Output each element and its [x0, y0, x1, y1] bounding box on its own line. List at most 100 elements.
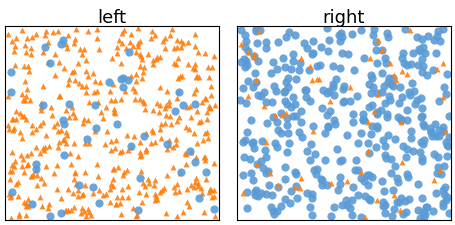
Point [160, 186, 167, 190]
Point [384, 36, 391, 40]
Point [148, 30, 156, 33]
Point [17, 130, 24, 134]
Point [20, 171, 27, 174]
Point [71, 38, 79, 41]
Point [71, 205, 78, 209]
Point [136, 176, 143, 180]
Point [178, 42, 186, 46]
Point [438, 29, 445, 32]
Point [42, 164, 50, 168]
Point [250, 53, 257, 57]
Point [341, 199, 349, 202]
Point [438, 96, 445, 100]
Point [339, 85, 347, 89]
Point [250, 55, 257, 59]
Point [308, 40, 315, 44]
Point [95, 201, 102, 205]
Point [241, 46, 248, 50]
Point [360, 119, 367, 123]
Point [387, 158, 394, 161]
Point [335, 176, 343, 180]
Point [397, 160, 404, 164]
Point [140, 134, 147, 138]
Point [198, 191, 206, 194]
Point [111, 168, 118, 171]
Point [33, 145, 40, 149]
Point [50, 172, 57, 175]
Point [248, 178, 256, 182]
Point [157, 136, 164, 140]
Point [152, 194, 159, 198]
Point [80, 117, 87, 121]
Point [423, 205, 430, 209]
Point [136, 155, 143, 158]
Point [434, 134, 441, 138]
Point [205, 190, 212, 194]
Point [402, 155, 409, 159]
Point [328, 83, 335, 86]
Point [22, 204, 30, 208]
Point [138, 200, 145, 204]
Point [210, 54, 217, 58]
Point [93, 37, 100, 40]
Point [397, 70, 404, 73]
Point [354, 194, 361, 197]
Point [257, 191, 264, 195]
Point [279, 91, 287, 94]
Point [202, 170, 210, 174]
Point [162, 211, 169, 215]
Point [122, 47, 130, 50]
Point [185, 204, 192, 208]
Point [175, 91, 182, 94]
Point [330, 118, 337, 122]
Point [306, 158, 313, 162]
Point [406, 130, 414, 133]
Point [142, 148, 150, 151]
Point [131, 135, 138, 139]
Point [379, 200, 386, 204]
Point [324, 50, 331, 54]
Point [429, 209, 436, 212]
Point [193, 141, 201, 145]
Point [338, 159, 345, 162]
Point [22, 51, 29, 55]
Point [51, 125, 58, 128]
Point [442, 73, 450, 76]
Point [439, 130, 446, 133]
Point [64, 83, 71, 87]
Point [176, 172, 183, 175]
Point [396, 86, 403, 90]
Point [443, 143, 450, 147]
Point [439, 165, 446, 168]
Point [118, 196, 126, 199]
Point [433, 68, 440, 72]
Point [28, 202, 35, 206]
Point [343, 134, 350, 137]
Point [434, 100, 441, 103]
Point [281, 99, 288, 103]
Point [332, 78, 339, 81]
Point [285, 32, 292, 35]
Point [246, 158, 253, 161]
Point [290, 185, 298, 189]
Point [327, 214, 334, 218]
Point [373, 39, 380, 43]
Point [438, 204, 445, 208]
Point [206, 106, 213, 110]
Point [185, 128, 192, 131]
Point [378, 49, 385, 53]
Point [381, 157, 389, 160]
Point [243, 130, 250, 134]
Point [310, 153, 318, 156]
Point [427, 135, 435, 139]
Point [18, 93, 25, 97]
Point [192, 74, 200, 78]
Point [203, 117, 210, 121]
Point [256, 29, 263, 33]
Point [273, 185, 281, 189]
Point [287, 68, 294, 71]
Point [308, 196, 315, 200]
Point [442, 196, 450, 199]
Point [389, 188, 396, 192]
Point [11, 127, 18, 130]
